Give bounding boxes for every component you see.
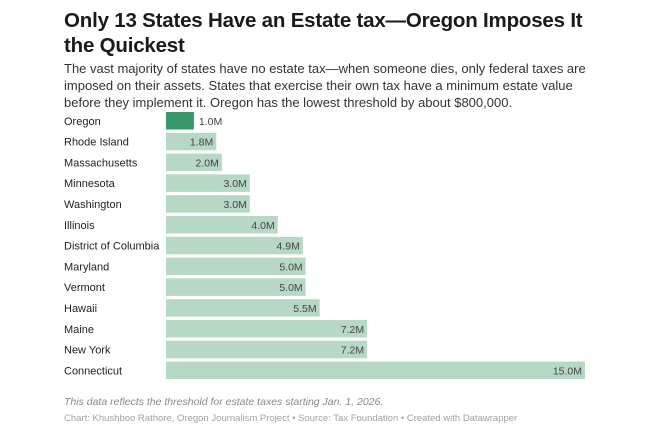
bar bbox=[166, 278, 306, 296]
bar-row: District of Columbia 4.9M bbox=[64, 236, 303, 255]
category-label: Maryland bbox=[64, 261, 109, 273]
bar bbox=[166, 174, 250, 192]
category-label: Oregon bbox=[64, 116, 101, 128]
value-label: 7.2M bbox=[341, 324, 364, 336]
bar-row: Maryland 5.0M bbox=[64, 257, 306, 276]
category-label: Illinois bbox=[64, 220, 95, 232]
category-label: Washington bbox=[64, 199, 122, 211]
category-label: Massachusetts bbox=[64, 157, 138, 169]
bar-row: Minnesota 3.0M bbox=[64, 174, 250, 192]
chart-description: The vast majority of states have no esta… bbox=[64, 61, 586, 110]
value-label: 7.2M bbox=[341, 345, 364, 357]
value-label: 15.0M bbox=[553, 365, 582, 377]
category-label: Rhode Island bbox=[64, 137, 129, 149]
bar bbox=[166, 132, 217, 151]
value-label: 3.0M bbox=[223, 178, 246, 190]
category-label: Vermont bbox=[64, 282, 105, 294]
bar bbox=[166, 340, 368, 359]
value-label: 5.5M bbox=[293, 303, 316, 315]
bar-row: Hawaii 5.5M bbox=[64, 299, 320, 317]
bar-chart: Oregon 1.0M Rhode Island 1.8M Massachusetts 2… bbox=[64, 112, 585, 380]
chart-note: This data reflects the threshold for est… bbox=[64, 396, 384, 408]
bar-row: New York 7.2M bbox=[64, 340, 368, 359]
value-label: 5.0M bbox=[279, 261, 302, 273]
value-label: 4.0M bbox=[251, 220, 274, 232]
bar-row: Vermont 5.0M bbox=[64, 278, 306, 296]
bar bbox=[166, 112, 194, 130]
bar bbox=[166, 257, 306, 276]
value-label: 3.0M bbox=[223, 199, 246, 211]
bar bbox=[166, 361, 585, 380]
category-label: Maine bbox=[64, 324, 94, 336]
bar-row: Illinois 4.0M bbox=[64, 216, 278, 234]
bar-row: Washington 3.0M bbox=[64, 195, 250, 213]
chart-credit: Chart: Khushboo Rathore, Oregon Journali… bbox=[64, 413, 518, 424]
value-label: 1.8M bbox=[190, 137, 213, 149]
bar-row: Massachusetts 2.0M bbox=[64, 153, 222, 172]
bar-row: Rhode Island 1.8M bbox=[64, 132, 217, 151]
category-label: Minnesota bbox=[64, 178, 116, 190]
bar bbox=[166, 236, 303, 255]
value-label: 2.0M bbox=[196, 157, 219, 169]
value-label: 4.9M bbox=[277, 241, 300, 253]
bar bbox=[166, 299, 320, 317]
chart-title: Only 13 States Have an Estate tax—Oregon… bbox=[64, 9, 583, 57]
category-label: New York bbox=[64, 345, 111, 357]
bar-row: Connecticut 15.0M bbox=[64, 361, 585, 380]
category-label: Connecticut bbox=[64, 365, 122, 377]
bar-row: Oregon 1.0M bbox=[64, 112, 222, 130]
bar bbox=[166, 216, 278, 234]
bar bbox=[166, 320, 368, 338]
category-label: Hawaii bbox=[64, 303, 97, 315]
bar bbox=[166, 195, 250, 213]
value-label: 1.0M bbox=[199, 116, 222, 128]
bar-row: Maine 7.2M bbox=[64, 320, 368, 338]
value-label: 5.0M bbox=[279, 282, 302, 294]
category-label: District of Columbia bbox=[64, 241, 160, 253]
bar bbox=[166, 153, 222, 172]
